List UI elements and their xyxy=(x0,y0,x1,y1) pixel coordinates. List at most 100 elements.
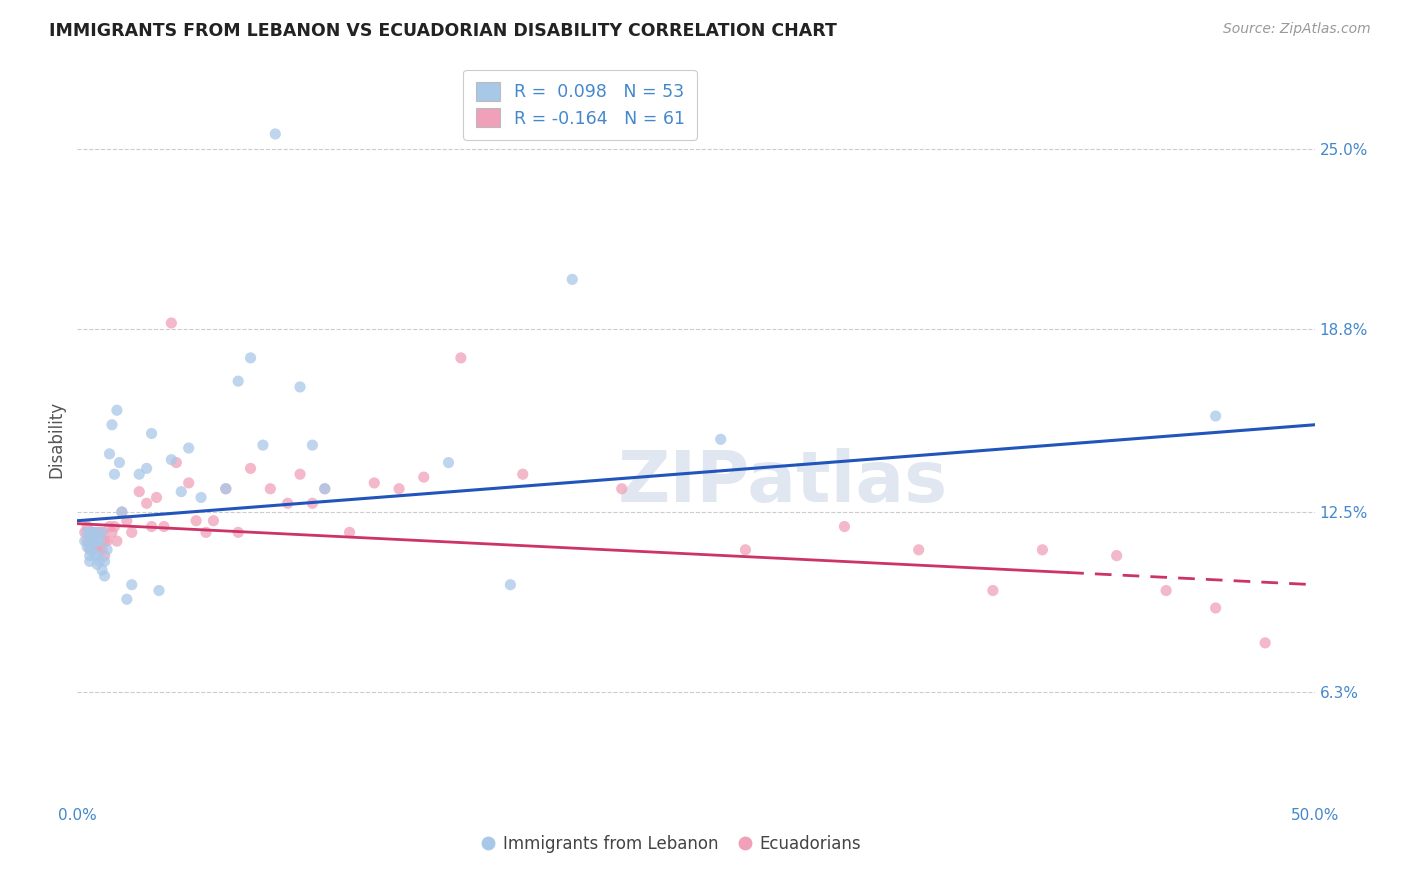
Point xyxy=(239,461,262,475)
Point xyxy=(82,525,104,540)
Point xyxy=(834,519,856,533)
Point xyxy=(76,525,98,540)
Point xyxy=(115,514,138,528)
Point xyxy=(450,351,472,365)
Point xyxy=(93,554,115,568)
Point xyxy=(215,482,238,496)
Point xyxy=(89,525,111,540)
Point xyxy=(195,525,218,540)
Point xyxy=(83,540,105,554)
Point xyxy=(89,554,111,568)
Point xyxy=(79,534,101,549)
Point xyxy=(177,441,200,455)
Point xyxy=(79,534,101,549)
Point xyxy=(412,470,434,484)
Point xyxy=(1031,542,1053,557)
Point xyxy=(89,540,111,554)
Point xyxy=(73,525,96,540)
Point xyxy=(82,525,104,540)
Point xyxy=(202,514,225,528)
Point xyxy=(252,438,274,452)
Point xyxy=(301,496,323,510)
Point xyxy=(101,525,124,540)
Point xyxy=(512,467,534,482)
Point xyxy=(96,542,118,557)
Point xyxy=(160,316,183,330)
Point xyxy=(907,542,929,557)
Point xyxy=(86,549,108,563)
Point xyxy=(86,540,108,554)
Point xyxy=(264,127,287,141)
Point xyxy=(1205,409,1227,423)
Point xyxy=(93,569,115,583)
Point xyxy=(93,549,115,563)
Point xyxy=(105,403,128,417)
Point xyxy=(76,540,98,554)
Point xyxy=(98,519,121,533)
Point xyxy=(1205,601,1227,615)
Point xyxy=(82,534,104,549)
Point xyxy=(145,491,167,505)
Point xyxy=(76,534,98,549)
Point xyxy=(301,438,323,452)
Legend: Immigrants from Lebanon, Ecuadorians: Immigrants from Lebanon, Ecuadorians xyxy=(474,829,868,860)
Point xyxy=(239,351,262,365)
Point xyxy=(190,491,212,505)
Point xyxy=(82,534,104,549)
Point xyxy=(86,525,108,540)
Point xyxy=(363,475,385,490)
Point xyxy=(89,534,111,549)
Point xyxy=(499,578,522,592)
Point xyxy=(710,433,733,447)
Point xyxy=(86,534,108,549)
Point xyxy=(1105,549,1128,563)
Point xyxy=(339,525,361,540)
Point xyxy=(170,484,193,499)
Point xyxy=(103,519,125,533)
Point xyxy=(135,461,157,475)
Point xyxy=(388,482,411,496)
Point xyxy=(215,482,238,496)
Point xyxy=(96,534,118,549)
Text: ZIPatlas: ZIPatlas xyxy=(617,449,948,517)
Point xyxy=(734,542,756,557)
Point xyxy=(86,558,108,572)
Point xyxy=(103,467,125,482)
Point xyxy=(135,496,157,510)
Point xyxy=(83,549,105,563)
Point xyxy=(981,583,1004,598)
Point xyxy=(115,592,138,607)
Point xyxy=(160,452,183,467)
Point xyxy=(93,534,115,549)
Point xyxy=(73,534,96,549)
Point xyxy=(128,467,150,482)
Point xyxy=(91,563,114,577)
Point xyxy=(111,505,134,519)
Point xyxy=(141,519,163,533)
Point xyxy=(184,514,207,528)
Point xyxy=(79,525,101,540)
Point xyxy=(226,525,249,540)
Point xyxy=(177,475,200,490)
Point xyxy=(121,525,143,540)
Point xyxy=(561,272,583,286)
Point xyxy=(259,482,281,496)
Point xyxy=(105,534,128,549)
Point xyxy=(108,456,131,470)
Point xyxy=(148,583,170,598)
Text: Source: ZipAtlas.com: Source: ZipAtlas.com xyxy=(1223,22,1371,37)
Point xyxy=(610,482,633,496)
Point xyxy=(288,380,311,394)
Point xyxy=(91,525,114,540)
Point xyxy=(91,525,114,540)
Point xyxy=(128,484,150,499)
Point xyxy=(76,519,98,533)
Point xyxy=(83,525,105,540)
Point xyxy=(1154,583,1177,598)
Point xyxy=(79,542,101,557)
Y-axis label: Disability: Disability xyxy=(48,401,66,478)
Point xyxy=(314,482,336,496)
Point xyxy=(226,374,249,388)
Point xyxy=(83,525,105,540)
Point xyxy=(1254,636,1277,650)
